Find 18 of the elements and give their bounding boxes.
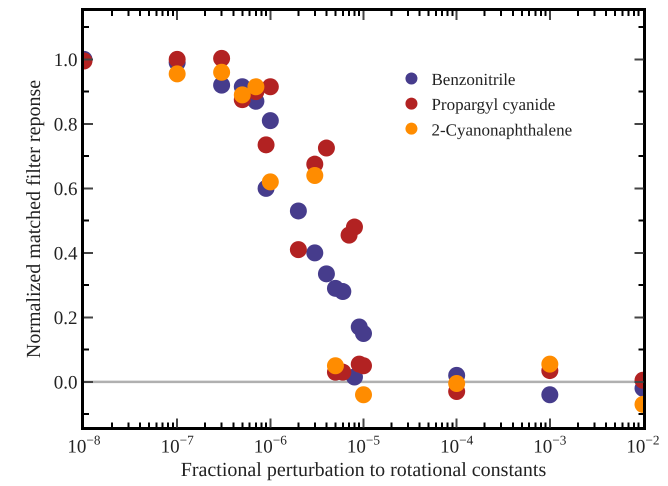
y-tick-label: 0.8 <box>54 114 78 136</box>
legend-label: Propargyl cyanide <box>431 95 556 114</box>
x-tick-label: 10$^{−7}$ <box>160 432 194 458</box>
y-tick-label: 1.0 <box>54 50 78 72</box>
x-tick-label: 10$^{−8}$ <box>67 432 101 458</box>
legend-label: Benzonitrile <box>431 70 516 90</box>
y-tick-label: 0.6 <box>54 179 78 200</box>
x-axis-title: Fractional perturbation to rotational constants <box>180 459 546 482</box>
legend-label: 2-Cyanonaphthalene <box>431 120 572 140</box>
x-tick-label: 10$^{−4}$ <box>440 432 474 458</box>
y-tick-label: 0.2 <box>54 308 78 330</box>
x-tick-label: 10$^{−6}$ <box>254 432 288 458</box>
x-tick-label: 10$^{−5}$ <box>346 432 380 458</box>
y-tick-label: 0.0 <box>54 372 78 394</box>
x-tick-label: 10$^{−3}$ <box>533 432 567 458</box>
y-tick-label: 0.4 <box>54 244 78 265</box>
x-tick-label: 10$^{−2}$ <box>626 432 660 458</box>
y-axis-title: Normalized matched filter reponse <box>23 80 46 358</box>
